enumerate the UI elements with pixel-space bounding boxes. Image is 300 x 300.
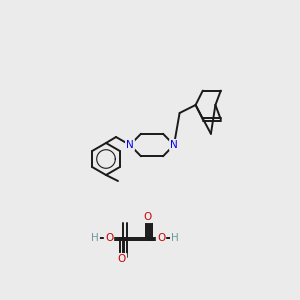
Text: O: O (105, 233, 113, 243)
Text: H: H (91, 233, 99, 243)
Text: O: O (118, 254, 126, 264)
Text: N: N (126, 140, 134, 150)
Text: O: O (157, 233, 165, 243)
Text: H: H (171, 233, 179, 243)
Text: N: N (170, 140, 178, 150)
Text: O: O (144, 212, 152, 222)
